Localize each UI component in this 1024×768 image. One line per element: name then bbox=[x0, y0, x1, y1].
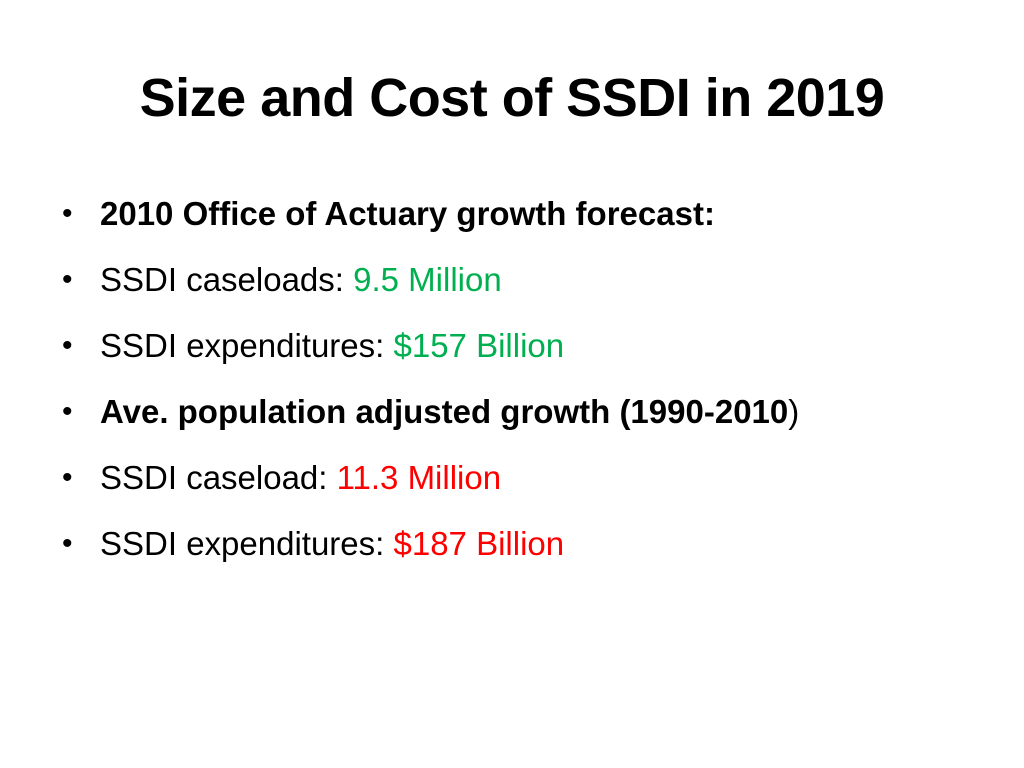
bullet-label: SSDI expenditures: bbox=[100, 327, 394, 364]
bullet-icon: • bbox=[62, 386, 86, 438]
bullet-value: $187 Billion bbox=[394, 525, 565, 562]
bullet-item: • SSDI expenditures: $187 Billion bbox=[62, 518, 1002, 584]
slide: Size and Cost of SSDI in 2019 • 2010 Off… bbox=[0, 0, 1024, 768]
bullet-item: • SSDI caseloads: 9.5 Million bbox=[62, 254, 1002, 320]
bullet-item: • SSDI expenditures: $157 Billion bbox=[62, 320, 1002, 386]
bullet-icon: • bbox=[62, 320, 86, 372]
bullet-icon: • bbox=[62, 188, 86, 240]
bullet-value: $157 Billion bbox=[394, 327, 565, 364]
bullet-item: • Ave. population adjusted growth (1990-… bbox=[62, 386, 1002, 452]
bullet-value: 11.3 Million bbox=[337, 459, 501, 496]
bullet-list: • 2010 Office of Actuary growth forecast… bbox=[62, 188, 1002, 584]
bullet-item: • SSDI caseload: 11.3 Million bbox=[62, 452, 1002, 518]
bullet-label: SSDI caseload: bbox=[100, 459, 337, 496]
bullet-label: SSDI caseloads: bbox=[100, 261, 353, 298]
bullet-label: 2010 Office of Actuary growth forecast: bbox=[100, 195, 715, 232]
bullet-value: ) bbox=[788, 393, 799, 430]
bullet-label: Ave. population adjusted growth (1990-20… bbox=[100, 393, 788, 430]
bullet-icon: • bbox=[62, 452, 86, 504]
bullet-icon: • bbox=[62, 518, 86, 570]
slide-title: Size and Cost of SSDI in 2019 bbox=[0, 62, 1024, 134]
bullet-icon: • bbox=[62, 254, 86, 306]
bullet-item: • 2010 Office of Actuary growth forecast… bbox=[62, 188, 1002, 254]
bullet-value: 9.5 Million bbox=[353, 261, 502, 298]
bullet-label: SSDI expenditures: bbox=[100, 525, 394, 562]
